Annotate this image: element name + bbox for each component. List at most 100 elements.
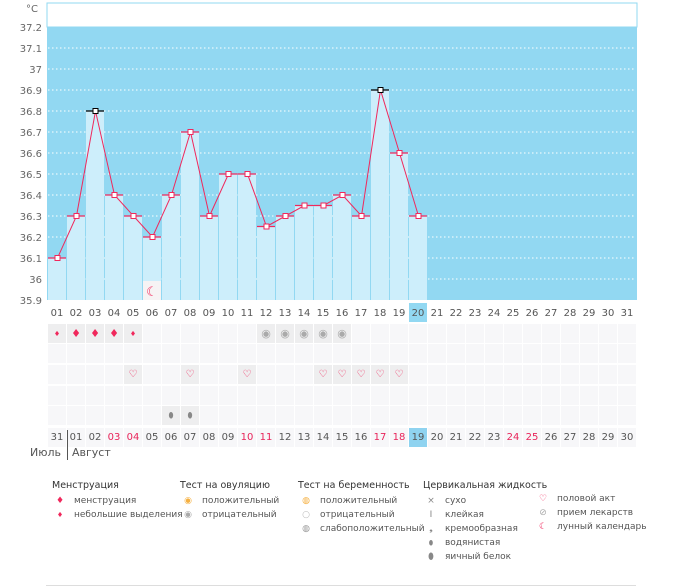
day-cell[interactable]: ♡ (181, 365, 199, 384)
day-cell[interactable] (314, 344, 332, 363)
day-cell[interactable] (466, 344, 484, 363)
day-cell[interactable] (485, 365, 503, 384)
calendar-day[interactable]: 04 (124, 428, 142, 447)
calendar-day[interactable]: 12 (276, 428, 294, 447)
day-cell[interactable] (143, 386, 161, 405)
day-cell[interactable] (523, 386, 541, 405)
day-cell[interactable] (143, 365, 161, 384)
day-cell[interactable]: ♡ (352, 365, 370, 384)
day-cell[interactable] (428, 406, 446, 425)
day-cell[interactable] (580, 406, 598, 425)
calendar-day[interactable]: 19 (409, 428, 427, 447)
day-cell[interactable] (105, 365, 123, 384)
day-cell[interactable] (504, 386, 522, 405)
calendar-day[interactable]: 14 (314, 428, 332, 447)
calendar-day[interactable]: 13 (295, 428, 313, 447)
day-cell[interactable] (561, 324, 579, 343)
day-cell[interactable] (314, 324, 332, 343)
day-cell[interactable] (48, 406, 66, 425)
day-cell[interactable]: ♡ (238, 365, 256, 384)
day-cell[interactable] (333, 406, 351, 425)
day-cell[interactable] (504, 344, 522, 363)
day-cell[interactable] (409, 386, 427, 405)
day-cell[interactable]: ♡ (371, 365, 389, 384)
day-cell[interactable] (580, 324, 598, 343)
day-cell[interactable] (428, 386, 446, 405)
day-cell[interactable] (428, 365, 446, 384)
day-cell[interactable] (124, 386, 142, 405)
day-cell[interactable]: ⬮ (181, 406, 199, 425)
day-cell[interactable] (618, 324, 636, 343)
day-cell[interactable] (523, 344, 541, 363)
day-cell[interactable] (181, 324, 199, 343)
calendar-day[interactable]: 23 (485, 428, 503, 447)
day-cell[interactable] (447, 324, 465, 343)
day-cell[interactable] (181, 386, 199, 405)
calendar-day[interactable]: 29 (599, 428, 617, 447)
day-cell[interactable] (447, 344, 465, 363)
calendar-day[interactable]: 11 (257, 428, 275, 447)
day-cell[interactable] (523, 324, 541, 343)
day-cell[interactable] (257, 365, 275, 384)
day-cell[interactable]: ♦ (124, 324, 142, 343)
day-cell[interactable] (86, 344, 104, 363)
day-cell[interactable] (561, 344, 579, 363)
calendar-day[interactable]: 25 (523, 428, 541, 447)
day-cell[interactable] (599, 344, 617, 363)
day-cell[interactable] (276, 365, 294, 384)
day-cell[interactable] (276, 406, 294, 425)
day-cell[interactable] (409, 344, 427, 363)
day-cell[interactable] (67, 386, 85, 405)
day-cell[interactable] (485, 406, 503, 425)
calendar-day[interactable]: 24 (504, 428, 522, 447)
day-cell[interactable] (485, 344, 503, 363)
day-cell[interactable] (371, 344, 389, 363)
day-cell[interactable] (466, 386, 484, 405)
calendar-day[interactable]: 16 (352, 428, 370, 447)
day-cell[interactable] (580, 386, 598, 405)
day-cell[interactable] (86, 406, 104, 425)
calendar-day[interactable]: 01 (67, 428, 85, 447)
day-cell[interactable]: ♦ (105, 324, 123, 343)
day-cell[interactable] (162, 365, 180, 384)
day-cell[interactable] (219, 365, 237, 384)
day-cell[interactable] (67, 406, 85, 425)
day-cell[interactable] (504, 406, 522, 425)
day-cell[interactable] (371, 386, 389, 405)
calendar-day[interactable]: 03 (105, 428, 123, 447)
day-cell[interactable] (390, 344, 408, 363)
day-cell[interactable] (333, 386, 351, 405)
day-cell[interactable] (542, 324, 560, 343)
day-cell[interactable] (561, 386, 579, 405)
day-cell[interactable] (409, 365, 427, 384)
calendar-day[interactable]: 05 (143, 428, 161, 447)
day-cell[interactable]: ♦ (67, 324, 85, 343)
day-cell[interactable] (447, 386, 465, 405)
day-cell[interactable] (352, 324, 370, 343)
calendar-day[interactable]: 21 (447, 428, 465, 447)
day-cell[interactable] (276, 386, 294, 405)
day-cell[interactable] (409, 406, 427, 425)
day-cell[interactable] (485, 386, 503, 405)
calendar-day[interactable]: 15 (333, 428, 351, 447)
day-cell[interactable] (466, 365, 484, 384)
day-cell[interactable] (580, 344, 598, 363)
day-cell[interactable] (219, 324, 237, 343)
day-cell[interactable] (618, 406, 636, 425)
calendar-day[interactable]: 09 (219, 428, 237, 447)
day-cell[interactable] (48, 344, 66, 363)
day-cell[interactable] (599, 386, 617, 405)
day-cell[interactable] (523, 365, 541, 384)
day-cell[interactable] (599, 406, 617, 425)
day-cell[interactable] (561, 406, 579, 425)
calendar-day[interactable]: 27 (561, 428, 579, 447)
day-cell[interactable]: ♦ (48, 324, 66, 343)
day-cell[interactable] (200, 386, 218, 405)
day-cell[interactable] (67, 365, 85, 384)
calendar-day[interactable]: 17 (371, 428, 389, 447)
day-cell[interactable] (333, 324, 351, 343)
calendar-day[interactable]: 10 (238, 428, 256, 447)
day-cell[interactable] (618, 365, 636, 384)
day-cell[interactable] (143, 324, 161, 343)
day-cell[interactable] (295, 324, 313, 343)
